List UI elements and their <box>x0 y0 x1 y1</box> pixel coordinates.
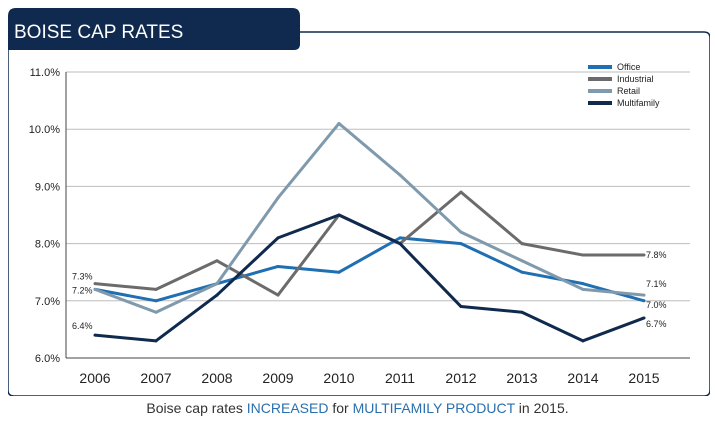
chart-caption: Boise cap rates INCREASED for MULTIFAMIL… <box>0 400 715 416</box>
y-tick-label: 10.0% <box>29 124 60 136</box>
data-point-retail <box>215 282 219 286</box>
x-tick-label: 2011 <box>385 370 415 386</box>
data-point-office <box>459 242 463 246</box>
caption-highlight-multifamily: MULTIFAMILY PRODUCT <box>352 400 515 416</box>
data-point-retail <box>581 287 585 291</box>
data-point-office <box>154 299 158 303</box>
legend-label-office: Office <box>617 62 640 72</box>
data-point-industrial <box>642 253 646 257</box>
x-tick-label: 2007 <box>140 370 171 386</box>
data-point-office <box>337 270 341 274</box>
data-point-industrial <box>520 242 524 246</box>
data-point-office <box>398 236 402 240</box>
x-tick-label: 2015 <box>628 370 659 386</box>
chart-border <box>8 31 710 396</box>
data-point-retail <box>642 293 646 297</box>
data-point-multifamily <box>581 339 585 343</box>
chart-title: BOISE CAP RATES <box>14 22 183 43</box>
caption-suffix: in 2015. <box>514 400 569 416</box>
data-point-multifamily <box>398 242 402 246</box>
x-tick-label: 2010 <box>323 370 354 386</box>
legend: Office Industrial Retail Multifamily <box>588 62 660 108</box>
legend-label-industrial: Industrial <box>617 74 654 84</box>
legend-swatch-office <box>588 65 612 69</box>
x-tick-label: 2006 <box>79 370 110 386</box>
data-point-office <box>581 282 585 286</box>
data-point-multifamily <box>154 339 158 343</box>
legend-label-multifamily: Multifamily <box>617 98 660 108</box>
start-value-label: 6.4% <box>72 321 93 331</box>
data-point-office <box>642 299 646 303</box>
data-point-multifamily <box>276 236 280 240</box>
legend-swatch-multifamily <box>588 101 612 105</box>
data-point-office <box>276 264 280 268</box>
y-tick-label: 11.0% <box>30 67 61 79</box>
legend-swatch-industrial <box>588 77 612 81</box>
series-line-multifamily <box>94 213 645 343</box>
data-point-industrial <box>581 253 585 257</box>
data-point-retail <box>93 287 97 291</box>
header-tab <box>8 8 300 50</box>
data-point-multifamily <box>459 305 463 309</box>
start-value-label: 7.2% <box>72 285 93 295</box>
start-value-label: 7.3% <box>72 272 93 282</box>
y-tick-label: 8.0% <box>35 239 60 251</box>
x-tick-label: 2013 <box>506 370 537 386</box>
caption-prefix: Boise cap rates <box>146 400 247 416</box>
data-point-retail <box>398 173 402 177</box>
series-line-office <box>94 236 645 303</box>
caption-highlight-increased: INCREASED <box>246 400 329 416</box>
y-tick-label: 9.0% <box>35 181 60 193</box>
end-value-label: 7.1% <box>646 279 667 289</box>
x-tick-label: 2012 <box>445 370 476 386</box>
data-point-multifamily <box>520 310 524 314</box>
end-value-label: 6.7% <box>646 319 667 329</box>
series-line-retail <box>94 121 645 314</box>
data-point-industrial <box>154 287 158 291</box>
data-point-retail <box>276 196 280 200</box>
data-point-office <box>520 270 524 274</box>
data-point-retail <box>520 259 524 263</box>
caption-middle: for <box>328 400 353 416</box>
end-value-label: 7.8% <box>646 250 667 260</box>
x-tick-label: 2014 <box>567 370 598 386</box>
data-point-retail <box>154 310 158 314</box>
data-point-multifamily <box>642 316 646 320</box>
legend-swatch-retail <box>588 89 612 93</box>
data-point-multifamily <box>215 293 219 297</box>
legend-label-retail: Retail <box>617 86 640 96</box>
data-point-multifamily <box>93 333 97 337</box>
data-point-industrial <box>459 190 463 194</box>
data-point-multifamily <box>337 213 341 217</box>
end-value-label: 7.0% <box>646 300 667 310</box>
y-tick-label: 7.0% <box>35 296 60 308</box>
data-point-retail <box>337 121 341 125</box>
chart-frame: BOISE CAP RATES 6.0% 7.0% 8.0% 9.0% 10.0% 11.… <box>8 8 710 396</box>
plot-area: 6.0% 7.0% 8.0% 9.0% 10.0% 11.0% 2006 2007 2008 20… <box>29 67 690 386</box>
data-point-industrial <box>93 282 97 286</box>
x-tick-label: 2008 <box>201 370 232 386</box>
data-point-industrial <box>276 293 280 297</box>
data-point-retail <box>459 230 463 234</box>
x-tick-label: 2009 <box>262 370 293 386</box>
y-tick-label: 6.0% <box>35 353 60 365</box>
data-point-industrial <box>215 259 219 263</box>
